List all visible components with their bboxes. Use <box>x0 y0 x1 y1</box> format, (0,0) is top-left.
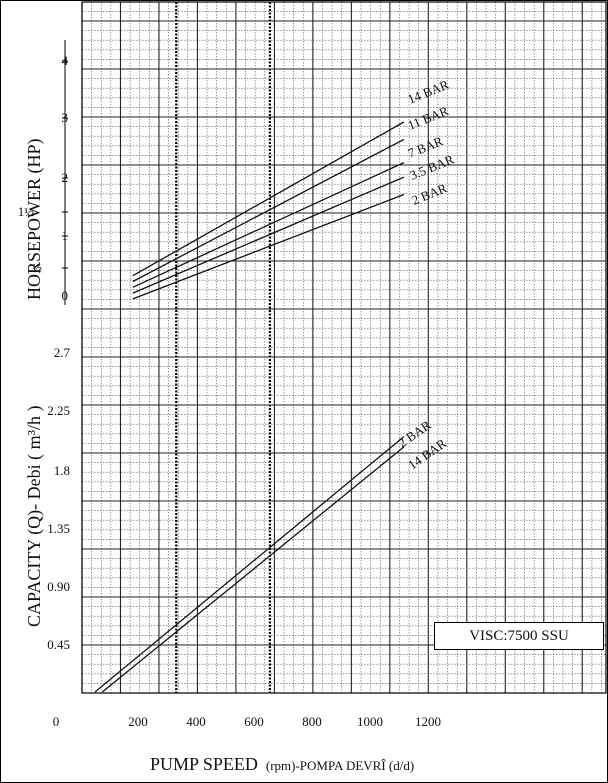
capacity-tick-label: 0.90 <box>47 579 70 594</box>
capacity-tick-label: 1.8 <box>54 463 70 478</box>
hp-curve-3-5-bar <box>132 176 405 294</box>
plot-border <box>81 1 607 694</box>
capacity-curve-14-bar <box>101 446 405 693</box>
visc-label: VISC: <box>469 627 508 644</box>
speed-tick-label: 600 <box>244 714 264 729</box>
hp-curve-14-bar <box>132 121 405 277</box>
hp-tick-label: 0 <box>62 288 69 303</box>
speed-ticks: 0 200 400 600 800 1000 1200 <box>53 714 441 729</box>
speed-axis-label-main: PUMP SPEED <box>150 754 258 774</box>
hp-curve-11-bar <box>132 138 405 283</box>
capacity-tick-label: 1.35 <box>47 521 70 536</box>
capacity-ticks: 0.45 0.90 1.35 1.8 2.25 2.7 <box>47 345 70 652</box>
capacity-axis-label: CAPACITY (Q)- Debi ( m³/h ) <box>24 405 45 627</box>
speed-tick-label: 1200 <box>415 714 441 729</box>
visc-value: 7500 SSU <box>507 627 569 644</box>
hp-tick-label: 1½ <box>18 204 35 219</box>
hp-tick-label: ½ <box>32 260 42 275</box>
speed-axis-label: PUMP SPEED (rpm)-POMPA DEVRÎ (d/d) <box>150 754 414 774</box>
hp-curve-2-bar <box>132 193 405 300</box>
viscosity-box: VISC: 7500 SSU <box>434 622 604 650</box>
capacity-tick-label: 2.25 <box>47 403 70 418</box>
speed-tick-label: 800 <box>302 714 322 729</box>
horsepower-ticks: 0½11½234 <box>18 53 69 303</box>
horsepower-axis-label: HORSEPOWER (HP) <box>24 138 45 300</box>
capacity-tick-label: 0.45 <box>47 637 70 652</box>
grid <box>64 1 607 694</box>
speed-tick-label: 200 <box>128 714 148 729</box>
speed-axis-label-unit: (rpm)-POMPA DEVRÎ (d/d) <box>266 758 414 773</box>
speed-tick-label: 400 <box>186 714 206 729</box>
speed-tick-label: 0 <box>53 714 60 729</box>
capacity-curve-2-bar <box>94 436 405 693</box>
capacity-tick-label: 2.7 <box>54 345 71 360</box>
hp-curve-7-bar <box>132 162 405 288</box>
speed-tick-label: 1000 <box>357 714 383 729</box>
